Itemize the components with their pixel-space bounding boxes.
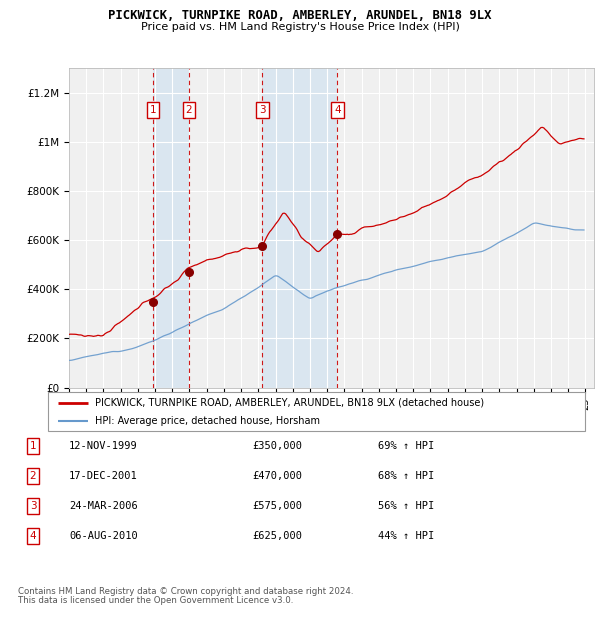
Text: 24-MAR-2006: 24-MAR-2006 — [69, 501, 138, 511]
Text: £350,000: £350,000 — [252, 441, 302, 451]
Text: 12-NOV-1999: 12-NOV-1999 — [69, 441, 138, 451]
Text: 1: 1 — [29, 441, 37, 451]
Bar — [153, 68, 189, 388]
Text: 69% ↑ HPI: 69% ↑ HPI — [378, 441, 434, 451]
Text: 2: 2 — [29, 471, 37, 481]
Text: Price paid vs. HM Land Registry's House Price Index (HPI): Price paid vs. HM Land Registry's House … — [140, 22, 460, 32]
Text: 68% ↑ HPI: 68% ↑ HPI — [378, 471, 434, 481]
Text: HPI: Average price, detached house, Horsham: HPI: Average price, detached house, Hors… — [95, 415, 320, 425]
Text: 1: 1 — [149, 105, 156, 115]
Text: This data is licensed under the Open Government Licence v3.0.: This data is licensed under the Open Gov… — [18, 596, 293, 604]
Text: £575,000: £575,000 — [252, 501, 302, 511]
Text: 4: 4 — [29, 531, 37, 541]
Text: £625,000: £625,000 — [252, 531, 302, 541]
Text: 3: 3 — [29, 501, 37, 511]
Text: PICKWICK, TURNPIKE ROAD, AMBERLEY, ARUNDEL, BN18 9LX (detached house): PICKWICK, TURNPIKE ROAD, AMBERLEY, ARUND… — [95, 398, 484, 408]
Text: 2: 2 — [185, 105, 192, 115]
Text: 06-AUG-2010: 06-AUG-2010 — [69, 531, 138, 541]
Text: PICKWICK, TURNPIKE ROAD, AMBERLEY, ARUNDEL, BN18 9LX: PICKWICK, TURNPIKE ROAD, AMBERLEY, ARUND… — [108, 9, 492, 22]
Text: 3: 3 — [259, 105, 266, 115]
Text: 44% ↑ HPI: 44% ↑ HPI — [378, 531, 434, 541]
Text: £470,000: £470,000 — [252, 471, 302, 481]
Text: Contains HM Land Registry data © Crown copyright and database right 2024.: Contains HM Land Registry data © Crown c… — [18, 587, 353, 596]
Text: 17-DEC-2001: 17-DEC-2001 — [69, 471, 138, 481]
Text: 4: 4 — [334, 105, 341, 115]
Text: 56% ↑ HPI: 56% ↑ HPI — [378, 501, 434, 511]
Bar — [262, 68, 337, 388]
